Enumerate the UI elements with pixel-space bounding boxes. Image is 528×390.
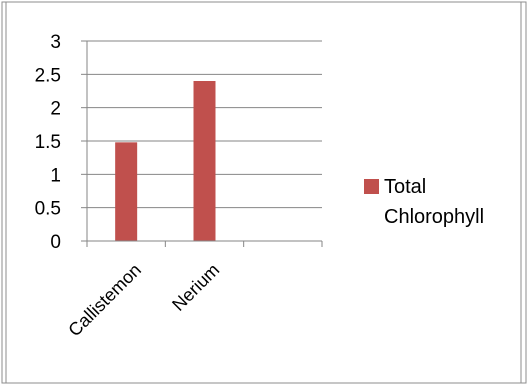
bar-callistemon (115, 142, 138, 241)
y-tick-label: 1.5 (35, 132, 61, 153)
y-tick-label: 0 (50, 232, 61, 253)
legend-label-line2: Chlorophyll (384, 206, 485, 228)
y-tick-labels: 0 0.5 1 1.5 2 2.5 3 (35, 32, 61, 253)
x-tick-label: Nerium (168, 260, 223, 315)
bar-nerium (193, 81, 216, 241)
y-tick-label: 1 (50, 165, 61, 186)
y-tick-label: 2 (50, 99, 61, 120)
y-tick-label: 3 (50, 32, 61, 53)
legend-label-line1: Total (384, 176, 427, 198)
legend-label: Total Chlorophyll (384, 172, 528, 232)
x-tick-labels: Callistemon Nerium (64, 260, 223, 341)
y-tick-label: 0.5 (35, 199, 61, 220)
outer-border (1, 1, 527, 384)
legend-swatch (364, 179, 379, 194)
bars (115, 81, 216, 241)
axes (81, 40, 323, 247)
x-tick-label: Callistemon (64, 260, 145, 341)
y-tick-label: 2.5 (35, 65, 61, 86)
